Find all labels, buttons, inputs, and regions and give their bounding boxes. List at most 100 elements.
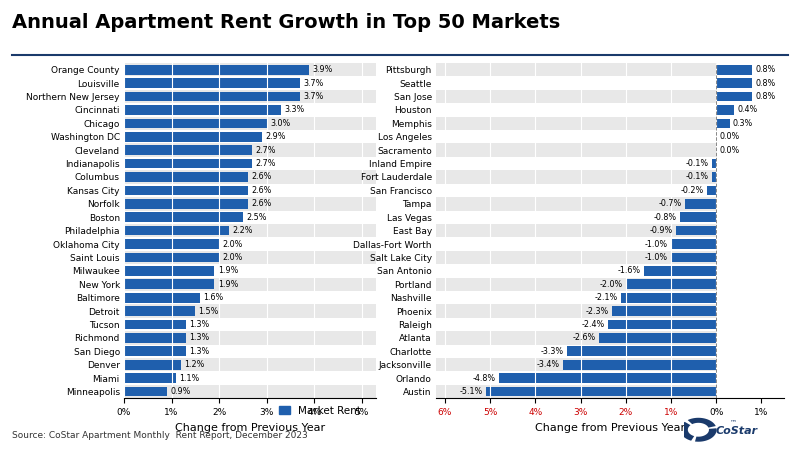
Bar [716, 92, 752, 101]
Bar [124, 211, 800, 224]
Bar [0, 76, 716, 90]
Text: 2.7%: 2.7% [256, 146, 276, 155]
Text: 2.2%: 2.2% [232, 226, 253, 235]
Bar [685, 199, 716, 209]
Text: 2.5%: 2.5% [246, 213, 266, 222]
Bar [0, 63, 716, 76]
Bar [124, 103, 800, 117]
Bar [562, 360, 716, 369]
Text: -2.1%: -2.1% [595, 293, 618, 302]
Bar [124, 144, 800, 157]
Text: 3.7%: 3.7% [303, 79, 324, 88]
Bar [124, 374, 176, 383]
Bar [124, 346, 186, 356]
Text: 3.3%: 3.3% [284, 105, 305, 114]
Bar [124, 331, 800, 345]
Bar [124, 157, 800, 170]
Bar [0, 90, 716, 103]
Text: -3.3%: -3.3% [541, 347, 564, 356]
Bar [626, 279, 716, 289]
X-axis label: Change from Previous Year: Change from Previous Year [535, 423, 685, 432]
Text: -1.0%: -1.0% [645, 239, 668, 248]
Text: 0.8%: 0.8% [755, 79, 776, 88]
Text: -0.1%: -0.1% [686, 159, 709, 168]
Text: 1.9%: 1.9% [218, 280, 238, 289]
Bar [124, 278, 800, 291]
Bar [499, 374, 716, 383]
Bar [124, 320, 186, 329]
Text: 2.0%: 2.0% [222, 253, 242, 262]
Bar [0, 157, 716, 170]
Bar [124, 170, 800, 184]
Bar [124, 76, 800, 90]
Polygon shape [680, 422, 694, 441]
Bar [124, 371, 800, 385]
Text: 2.9%: 2.9% [266, 132, 286, 141]
Bar [124, 264, 800, 278]
Text: 1.6%: 1.6% [203, 293, 224, 302]
Text: ™: ™ [730, 419, 737, 425]
Text: -2.4%: -2.4% [582, 320, 605, 329]
Bar [124, 293, 200, 302]
Bar [124, 304, 800, 318]
Text: 0.3%: 0.3% [733, 119, 753, 128]
Bar [712, 159, 716, 168]
Text: 2.0%: 2.0% [222, 239, 242, 248]
Text: 1.9%: 1.9% [218, 266, 238, 275]
Bar [680, 212, 716, 222]
Bar [0, 197, 716, 211]
Polygon shape [688, 418, 716, 428]
Bar [608, 320, 716, 329]
Bar [124, 266, 214, 276]
Bar [598, 333, 716, 343]
Text: -0.1%: -0.1% [686, 172, 709, 181]
Text: 1.1%: 1.1% [180, 374, 200, 382]
Bar [124, 252, 219, 262]
Bar [124, 360, 181, 369]
Text: CoStar: CoStar [715, 426, 758, 436]
Bar [124, 199, 248, 209]
Bar [707, 185, 716, 195]
Bar [124, 385, 800, 398]
Polygon shape [695, 428, 717, 442]
Bar [716, 105, 734, 115]
Bar [124, 239, 219, 249]
Text: 1.3%: 1.3% [189, 347, 210, 356]
Text: Source: CoStar Apartment Monthly  Rent Report, December 2023: Source: CoStar Apartment Monthly Rent Re… [12, 431, 308, 440]
Bar [124, 197, 800, 211]
Text: -1.6%: -1.6% [618, 266, 641, 275]
Text: 0.8%: 0.8% [755, 92, 776, 101]
Bar [124, 279, 214, 289]
Legend: Market Rent: Market Rent [275, 402, 365, 420]
Bar [612, 306, 716, 316]
Text: -1.0%: -1.0% [645, 253, 668, 262]
X-axis label: Change from Previous Year: Change from Previous Year [175, 423, 325, 432]
Bar [124, 237, 800, 251]
Text: 0.8%: 0.8% [755, 65, 776, 74]
Text: -4.8%: -4.8% [473, 374, 496, 382]
Text: 1.3%: 1.3% [189, 320, 210, 329]
Bar [622, 293, 716, 302]
Bar [124, 291, 800, 304]
Text: 3.7%: 3.7% [303, 92, 324, 101]
Bar [0, 117, 716, 130]
Text: 1.5%: 1.5% [198, 306, 219, 315]
Bar [0, 371, 716, 385]
Bar [716, 78, 752, 88]
Bar [0, 251, 716, 264]
Bar [124, 224, 800, 237]
Bar [124, 90, 800, 103]
Bar [124, 226, 229, 235]
Bar [124, 172, 248, 182]
Bar [675, 226, 716, 235]
Bar [0, 291, 716, 304]
Bar [124, 345, 800, 358]
Text: 2.7%: 2.7% [256, 159, 276, 168]
Bar [124, 184, 800, 197]
Bar [124, 105, 281, 115]
Bar [124, 78, 300, 88]
Bar [0, 224, 716, 237]
Text: 2.6%: 2.6% [251, 186, 271, 195]
Text: -2.6%: -2.6% [572, 333, 595, 342]
Bar [0, 345, 716, 358]
